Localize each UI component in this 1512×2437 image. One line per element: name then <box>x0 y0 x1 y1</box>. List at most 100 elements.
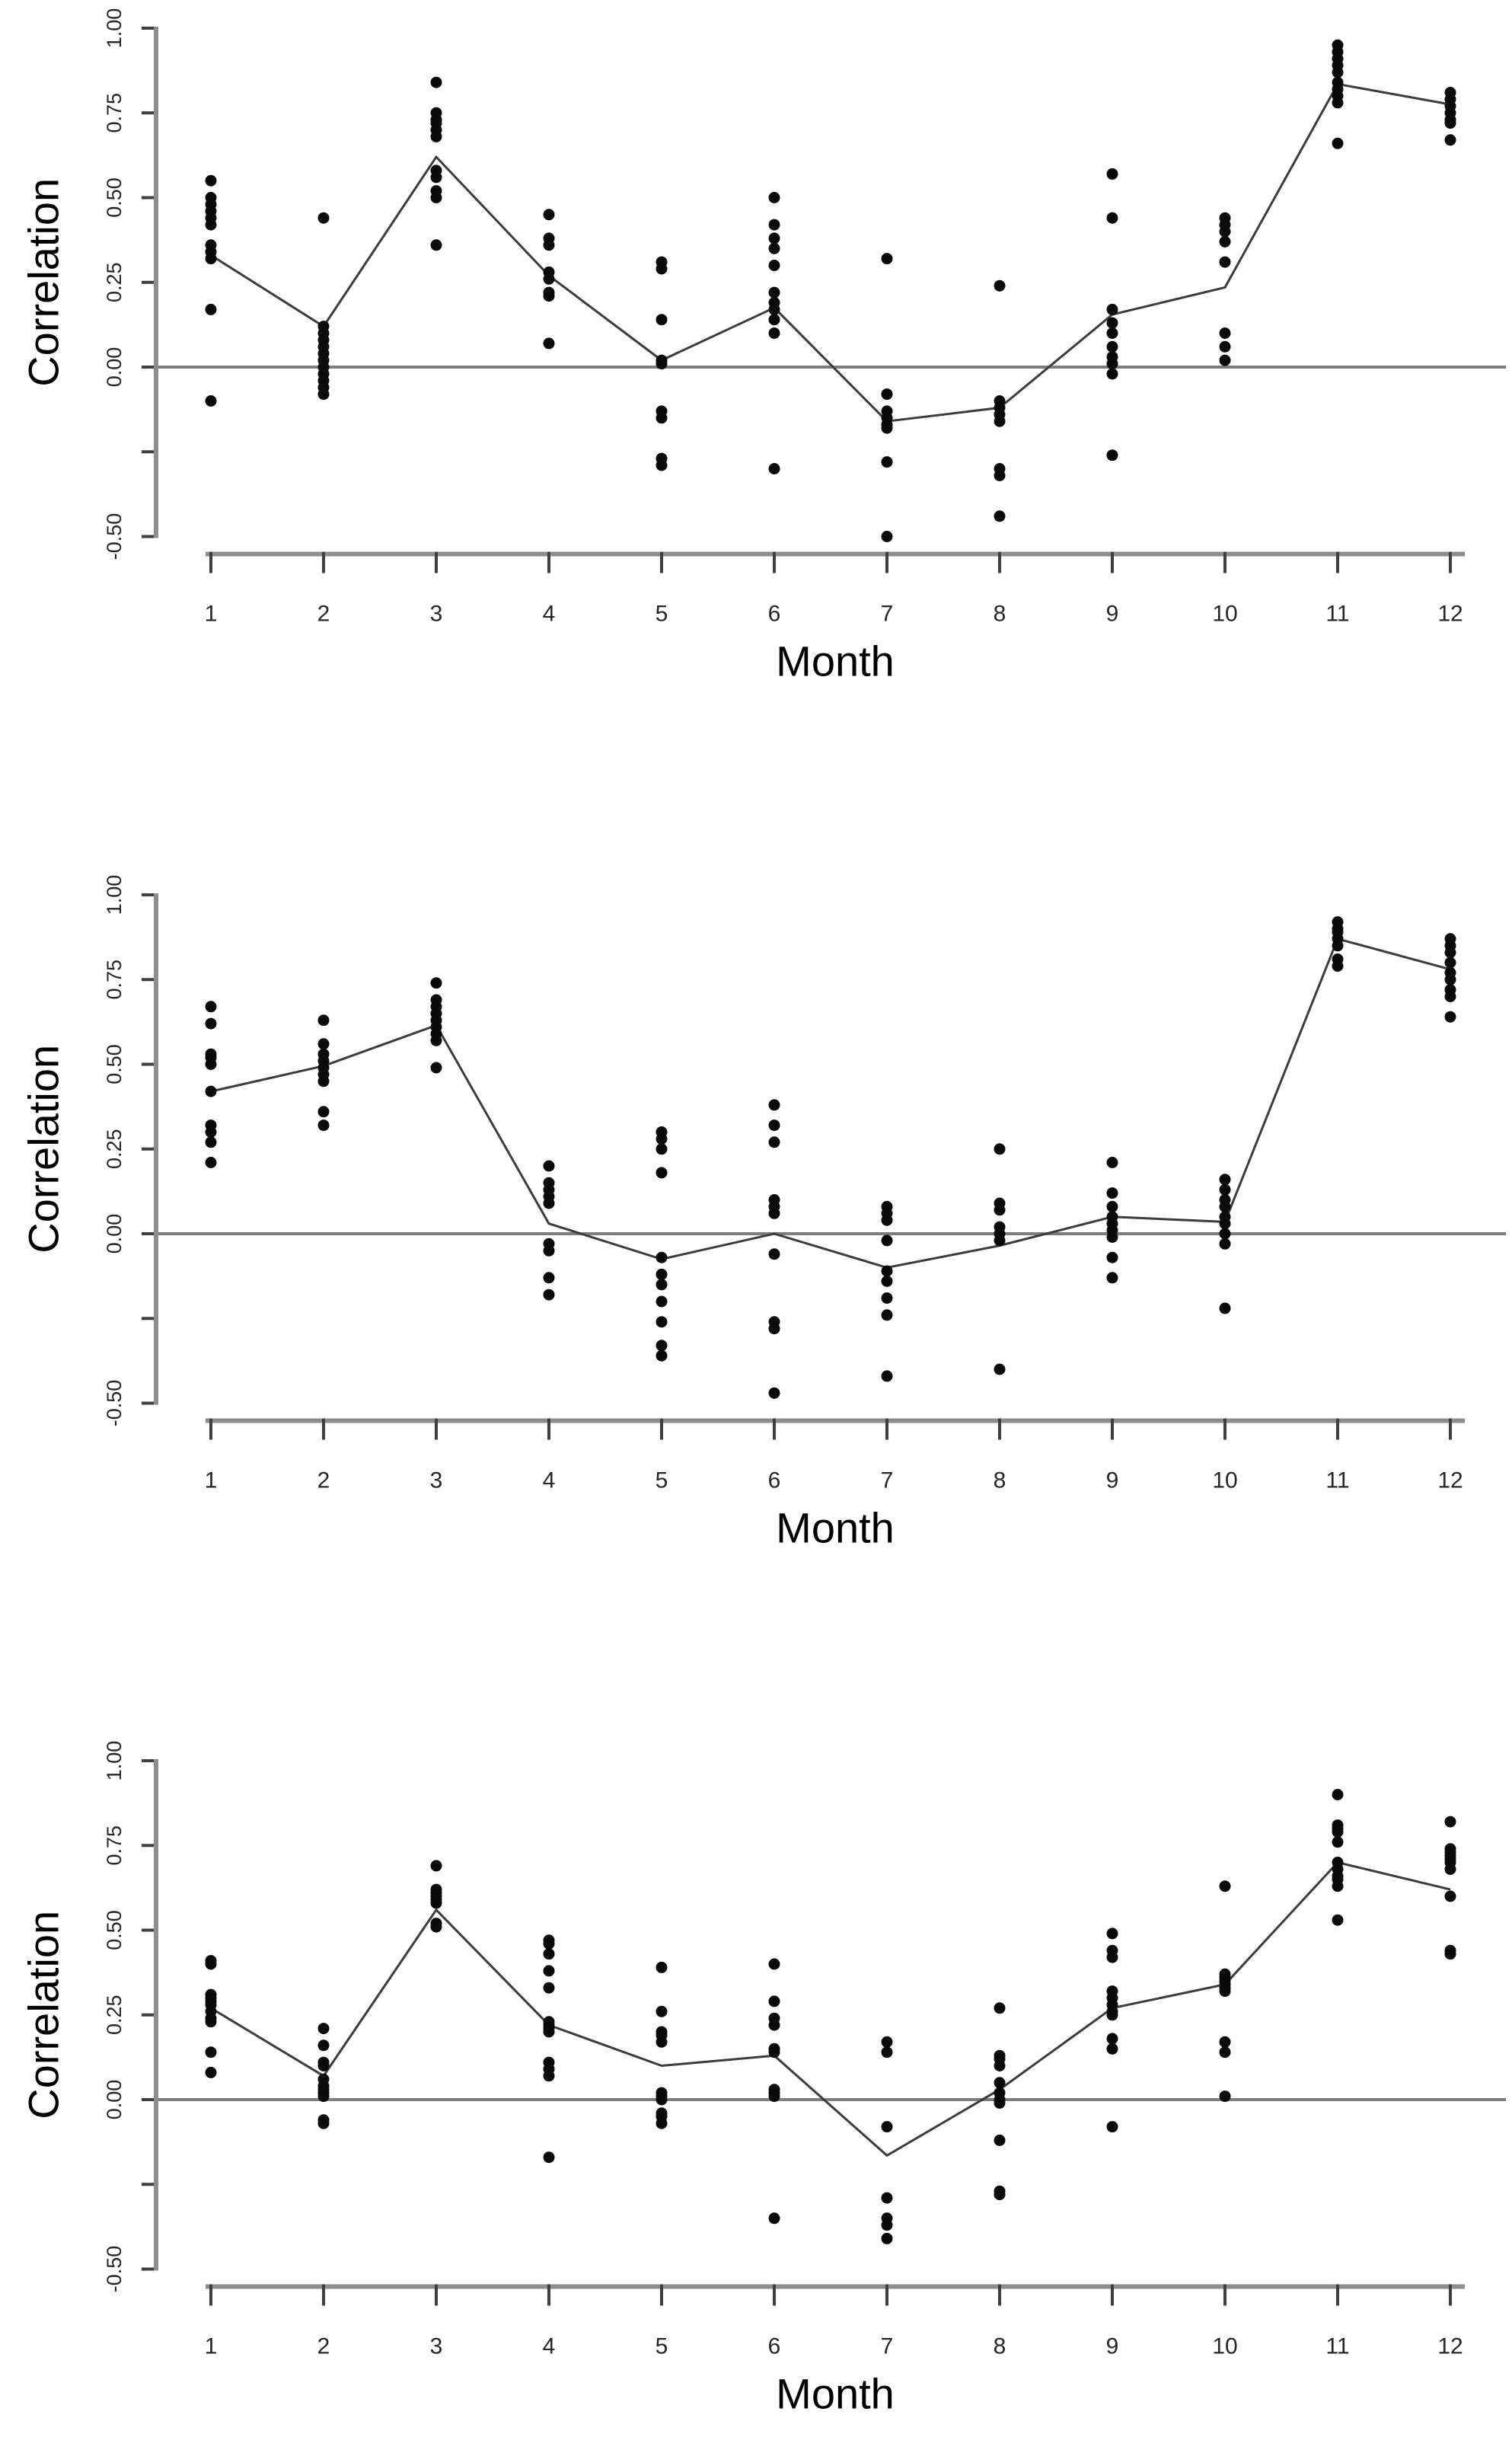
data-point <box>1219 2046 1231 2059</box>
data-point <box>1106 1951 1118 1963</box>
data-point <box>1219 1200 1231 1212</box>
data-point <box>317 1014 330 1027</box>
data-point <box>543 337 555 350</box>
data-point <box>1332 66 1344 78</box>
y-axis-tick <box>142 2098 154 2101</box>
data-point <box>881 388 893 401</box>
data-point <box>430 1921 442 1933</box>
y-axis: 1.00 0.75 0.50 0.25 0.00 -0.50 Correlation <box>20 8 158 560</box>
x-axis-tick-label: 2 <box>317 2334 330 2359</box>
data-point <box>317 1075 330 1088</box>
data-point <box>1332 1880 1344 1892</box>
y-axis-tick <box>142 2183 154 2186</box>
data-point <box>543 1965 555 1977</box>
x-axis-tick <box>885 551 888 573</box>
x-axis-tick <box>435 2284 438 2306</box>
data-point <box>1219 256 1231 268</box>
data-point <box>994 1204 1006 1216</box>
data-point <box>768 1099 780 1111</box>
data-point <box>656 1340 668 1352</box>
x-axis-tick-label: 2 <box>317 602 330 627</box>
x-axis-tick-label: 1 <box>205 1468 218 1493</box>
y-axis-bar <box>154 1759 158 2271</box>
data-point <box>1219 225 1231 238</box>
y-axis-tick <box>142 535 154 538</box>
data-point <box>768 327 780 339</box>
x-axis-tick <box>1223 2284 1227 2306</box>
data-point <box>994 1363 1006 1375</box>
x-axis-tick <box>209 551 212 573</box>
x-axis-tick <box>547 551 550 573</box>
data-point <box>430 76 442 88</box>
x-axis-title: Month <box>776 1504 895 1552</box>
data-point <box>1106 1157 1118 1168</box>
data-point <box>656 1316 668 1328</box>
y-axis-tick-label: 0.75 <box>103 93 126 133</box>
x-axis-tick-label: 7 <box>881 1468 894 1493</box>
data-point <box>1219 2090 1231 2103</box>
data-point <box>994 1234 1006 1247</box>
x-axis-tick-label: 7 <box>881 2334 894 2359</box>
y-axis-tick <box>142 2013 154 2017</box>
data-point <box>1444 947 1456 959</box>
data-point <box>1219 340 1231 353</box>
x-axis-tick-label: 12 <box>1437 602 1463 627</box>
data-point <box>1106 212 1118 224</box>
y-axis-tick-label: 1.00 <box>103 8 126 49</box>
x-axis-title: Month <box>776 637 895 685</box>
data-point <box>205 1085 217 1097</box>
data-point <box>881 2036 893 2048</box>
data-point <box>994 2002 1006 2014</box>
data-point <box>205 395 217 407</box>
x-axis-tick <box>998 1418 1001 1440</box>
monthly-mean-line <box>210 1860 1451 2158</box>
x-axis-tick-label: 11 <box>1325 602 1349 627</box>
x-axis-tick <box>547 1418 550 1440</box>
data-point <box>881 1214 893 1226</box>
x-axis-tick-label: 12 <box>1437 2334 1463 2359</box>
x-axis-bar <box>206 551 1465 557</box>
data-point <box>1219 1985 1231 1998</box>
x-axis-tick-label: 8 <box>994 1468 1006 1493</box>
x-axis-tick <box>773 2284 776 2306</box>
data-point <box>656 1961 668 1973</box>
y-axis-tick <box>142 27 154 30</box>
data-point <box>1332 1914 1344 1926</box>
x-axis-tick-label: 3 <box>430 1468 443 1493</box>
data-point <box>543 209 555 221</box>
data-point <box>1332 137 1344 149</box>
y-axis-tick <box>142 2267 154 2271</box>
data-point <box>881 422 893 434</box>
data-point <box>656 1132 668 1145</box>
y-axis-tick-label: 0.50 <box>103 1044 126 1084</box>
data-point <box>994 415 1006 427</box>
y-axis-tick <box>142 366 154 369</box>
data-point <box>656 2005 668 2017</box>
x-axis-tick-label: 9 <box>1106 2334 1119 2359</box>
data-point <box>430 130 442 142</box>
x-axis-tick <box>209 2284 212 2306</box>
y-axis-tick <box>142 1062 154 1066</box>
data-point <box>1219 327 1231 339</box>
data-point <box>1332 1789 1344 1800</box>
data-point <box>317 1106 330 1118</box>
data-point <box>656 412 668 424</box>
monthly-mean-line <box>210 937 1451 1270</box>
data-point <box>205 303 217 315</box>
data-point <box>317 1119 330 1132</box>
data-point <box>768 2019 780 2031</box>
y-axis-tick <box>142 196 154 200</box>
x-axis-tick-label: 9 <box>1106 602 1119 627</box>
data-point <box>543 2026 555 2038</box>
data-point <box>1444 1890 1456 1902</box>
y-axis-tick-label: 0.25 <box>103 1129 126 1169</box>
data-point <box>881 1275 893 1287</box>
x-axis-tick-label: 4 <box>543 1468 556 1493</box>
data-point <box>543 1982 555 1994</box>
data-point <box>317 2117 330 2129</box>
data-point <box>656 2117 668 2129</box>
x-axis-tick <box>998 2284 1001 2306</box>
